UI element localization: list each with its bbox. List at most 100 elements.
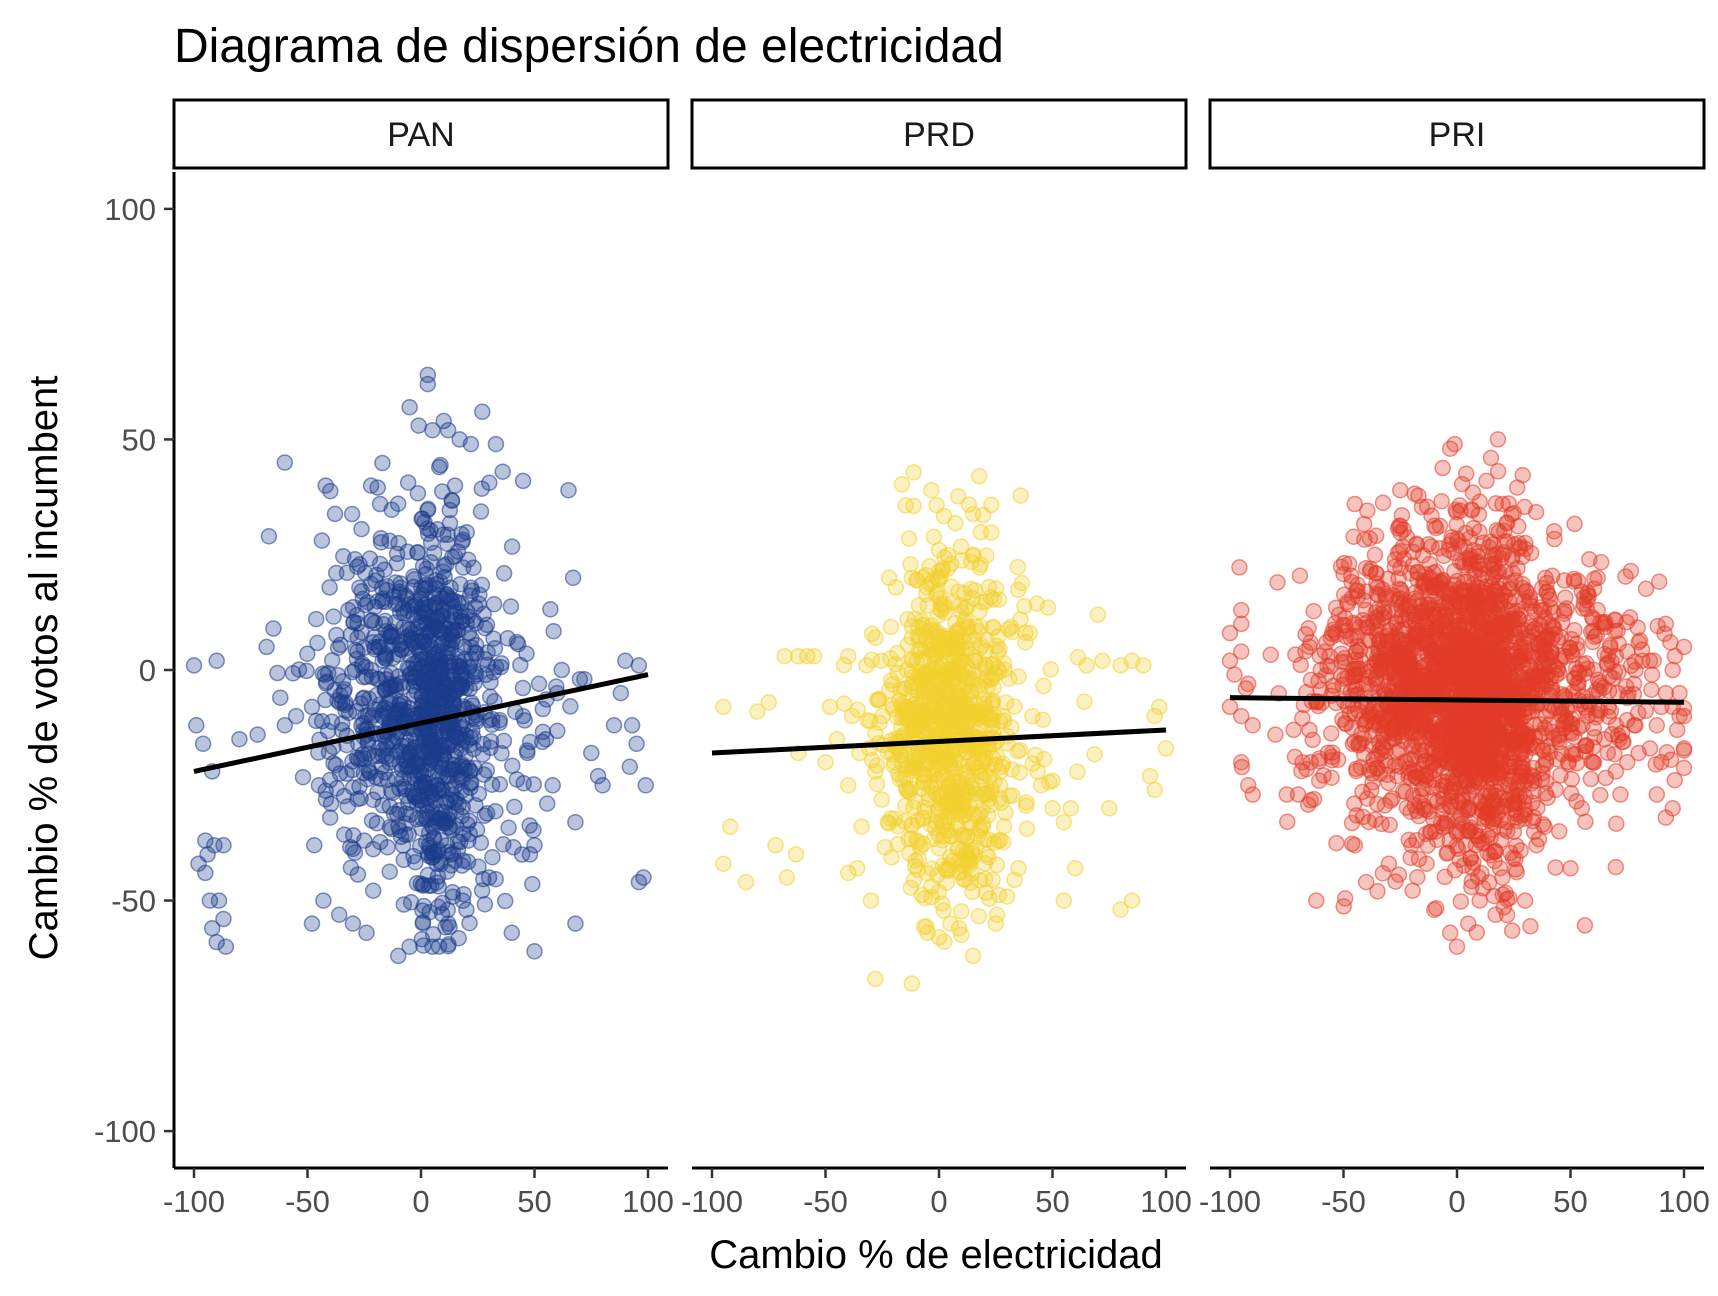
data-point (923, 481, 940, 499)
data-point (1367, 564, 1385, 582)
x-tick-label: 100 (622, 1184, 674, 1219)
data-point (1413, 498, 1431, 516)
data-point (1475, 644, 1493, 662)
x-tick-label: 50 (1035, 1184, 1069, 1219)
data-point (1596, 615, 1613, 633)
data-point (958, 657, 976, 674)
data-point (419, 375, 437, 393)
data-point (1509, 705, 1527, 722)
data-point (976, 855, 994, 872)
data-point (400, 627, 417, 645)
data-point (249, 726, 266, 743)
data-point (1460, 798, 1477, 816)
data-point (843, 707, 861, 725)
x-tick-label: -100 (681, 1184, 743, 1219)
data-point (371, 495, 389, 513)
data-point (1044, 772, 1061, 789)
data-point (310, 777, 328, 794)
data-point (208, 652, 225, 670)
data-point (1550, 823, 1568, 840)
data-point (964, 947, 982, 965)
data-point (374, 454, 391, 472)
data-point (215, 910, 232, 928)
data-point (1516, 892, 1534, 909)
data-point (1315, 767, 1332, 784)
data-point (287, 707, 305, 725)
data-point (906, 610, 924, 628)
data-point (1525, 664, 1543, 682)
data-point (1612, 786, 1629, 803)
x-tick-label: 50 (1553, 1184, 1587, 1219)
data-point (1101, 800, 1118, 817)
data-point (356, 832, 373, 849)
data-point (1457, 836, 1475, 853)
data-point (560, 481, 577, 499)
data-point (383, 782, 400, 800)
data-point (893, 718, 910, 736)
data-point (1375, 652, 1393, 669)
y-tick-label: -100 (94, 1114, 156, 1149)
data-point (1671, 684, 1688, 702)
data-point (441, 501, 459, 519)
data-point (967, 793, 984, 810)
data-point (1596, 730, 1613, 748)
data-point (328, 780, 346, 797)
data-point (1018, 820, 1036, 838)
data-point (972, 523, 990, 541)
data-point (1010, 668, 1027, 685)
data-point (1675, 638, 1693, 656)
data-point (1441, 536, 1458, 553)
data-point (321, 809, 339, 826)
data-point (1478, 472, 1495, 490)
data-point (1508, 863, 1525, 881)
data-point (1434, 459, 1451, 477)
data-point (1566, 515, 1583, 533)
data-point (1011, 764, 1028, 781)
data-point (1233, 643, 1250, 660)
data-point (963, 844, 980, 861)
data-point (972, 768, 990, 785)
data-point (1491, 614, 1509, 631)
facet-strip-label: PRI (1429, 116, 1486, 154)
data-point (508, 771, 526, 788)
data-point (1537, 752, 1555, 769)
data-point (567, 813, 584, 831)
data-point (461, 825, 478, 843)
data-point (576, 670, 593, 688)
data-point (839, 777, 857, 794)
data-point (434, 894, 451, 912)
data-point (467, 636, 485, 654)
data-point (970, 907, 988, 925)
data-point (545, 622, 562, 640)
data-point (1021, 624, 1039, 642)
data-point (356, 750, 373, 767)
data-point (1514, 760, 1532, 778)
data-point (987, 915, 1005, 932)
data-point (1244, 786, 1261, 803)
x-tick-label: 100 (1140, 1184, 1192, 1219)
data-point (306, 836, 323, 854)
data-point (401, 398, 418, 416)
data-point (1066, 860, 1084, 877)
x-tick-label: 0 (930, 1184, 947, 1219)
x-tick-label: -50 (803, 1184, 848, 1219)
data-point (260, 528, 278, 545)
data-point (456, 650, 474, 668)
data-point (1491, 765, 1508, 782)
data-point (942, 915, 959, 932)
x-tick-label: 0 (1448, 1184, 1465, 1219)
data-point (452, 720, 469, 737)
data-point (494, 463, 511, 480)
y-tick-label: 100 (104, 192, 156, 227)
data-point (1503, 922, 1521, 939)
data-point (1668, 721, 1686, 739)
data-point (1573, 583, 1591, 600)
data-point (321, 579, 338, 596)
data-point (980, 578, 998, 596)
data-point (1468, 597, 1486, 614)
data-point (366, 598, 384, 616)
data-point (1487, 842, 1504, 860)
data-point (1395, 783, 1412, 800)
data-point (346, 550, 364, 568)
